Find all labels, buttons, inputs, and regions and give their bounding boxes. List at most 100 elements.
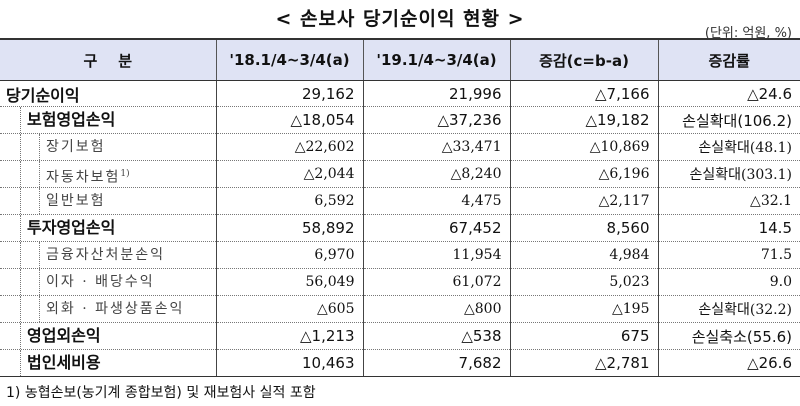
- indent-guide: 금융자산처분손익: [20, 242, 216, 269]
- value-a: △2,044: [215, 160, 363, 189]
- indent-guide: 이자 · 배당수익: [20, 269, 216, 296]
- footnote-marker: 1): [120, 169, 130, 180]
- row-label: 외화 · 파생상품손익: [46, 301, 185, 318]
- value-c: 5,023: [509, 268, 658, 297]
- value-c: 8,560: [509, 214, 658, 243]
- value-b: 21,996: [362, 80, 510, 108]
- table-title: < 손보사 당기순이익 현황 >: [275, 8, 525, 30]
- row-label-box: 장기보험: [39, 134, 216, 161]
- value-d: 71.5: [657, 241, 800, 270]
- value-a: 56,049: [215, 268, 363, 297]
- value-d: △24.6: [657, 80, 800, 108]
- row-label-cell: 당기순이익: [0, 80, 216, 108]
- row-label-box: 자동차보험1): [39, 161, 216, 188]
- row-label-box: 영업외손익: [20, 323, 216, 350]
- value-b: 11,954: [362, 241, 510, 270]
- header-change: 증감(c=b-a): [509, 38, 659, 81]
- value-b: △8,240: [362, 160, 510, 189]
- row-label-box: 법인세비용: [20, 350, 216, 377]
- value-b: 67,452: [362, 214, 510, 243]
- value-c: △2,117: [509, 187, 658, 216]
- footnote: 1) 농협손보(농기계 종합보험) 및 재보험사 실적 포함: [6, 385, 316, 401]
- row-label: 보험영업손익: [27, 110, 116, 130]
- value-d: 손실확대(32.2): [657, 295, 800, 324]
- value-b: 4,475: [362, 187, 510, 216]
- value-a: △22,602: [215, 133, 363, 162]
- value-d: 손실축소(55.6): [657, 322, 800, 351]
- row-label: 영업외손익: [27, 326, 101, 346]
- row-label-box: 일반보험: [39, 188, 216, 215]
- table-row: 이자 · 배당수익 56,049 61,072 5,023 9.0: [0, 268, 800, 297]
- value-c: △19,182: [509, 106, 658, 135]
- table-row: 당기순이익 29,162 21,996 △7,166 △24.6: [0, 80, 800, 108]
- row-label-cell: 외화 · 파생상품손익: [0, 295, 216, 324]
- value-b: △37,236: [362, 106, 510, 135]
- indent-guide: 자동차보험1): [20, 161, 216, 188]
- row-label: 법인세비용: [27, 353, 101, 373]
- row-label: 투자영업손익: [27, 218, 116, 238]
- table-row: 금융자산처분손익 6,970 11,954 4,984 71.5: [0, 241, 800, 270]
- row-label-cell: 금융자산처분손익: [0, 241, 216, 270]
- table-row: 투자영업손익 58,892 67,452 8,560 14.5: [0, 214, 800, 243]
- table-row: 법인세비용 10,463 7,682 △2,781 △26.6: [0, 349, 800, 378]
- header-change-rate: 증감률: [657, 38, 800, 81]
- row-label: 일반보험: [46, 193, 106, 210]
- value-c: 4,984: [509, 241, 658, 270]
- row-label: 금융자산처분손익: [46, 247, 166, 264]
- row-label-cell: 자동차보험1): [0, 160, 216, 189]
- value-d: △32.1: [657, 187, 800, 216]
- row-label-box: 외화 · 파생상품손익: [39, 296, 216, 323]
- value-c: 675: [509, 322, 658, 351]
- row-label-cell: 이자 · 배당수익: [0, 268, 216, 297]
- value-a: 10,463: [215, 349, 363, 378]
- table-row: 일반보험 6,592 4,475 △2,117 △32.1: [0, 187, 800, 216]
- value-a: 29,162: [215, 80, 363, 108]
- row-label: 자동차보험: [46, 169, 121, 186]
- row-label-box: 금융자산처분손익: [39, 242, 216, 269]
- row-label: 당기순이익: [6, 85, 80, 105]
- value-a: 58,892: [215, 214, 363, 243]
- row-label-cell: 영업외손익: [0, 322, 216, 351]
- header-category: 구 분: [0, 38, 217, 81]
- value-c: △6,196: [509, 160, 658, 189]
- value-d: 손실확대(303.1): [657, 160, 800, 189]
- value-a: 6,592: [215, 187, 363, 216]
- value-d: 14.5: [657, 214, 800, 243]
- value-d: △26.6: [657, 349, 800, 378]
- value-a: △18,054: [215, 106, 363, 135]
- unit-note: (단위: 억원, %): [704, 26, 792, 41]
- table-row: 자동차보험1) △2,044 △8,240 △6,196 손실확대(303.1): [0, 160, 800, 189]
- indent-guide: 외화 · 파생상품손익: [20, 296, 216, 323]
- value-c: △195: [509, 295, 658, 324]
- row-label-cell: 일반보험: [0, 187, 216, 216]
- row-label-cell: 장기보험: [0, 133, 216, 162]
- value-b: △538: [362, 322, 510, 351]
- indent-guide: 장기보험: [20, 134, 216, 161]
- row-label-box: 당기순이익: [0, 82, 216, 106]
- row-label-cell: 투자영업손익: [0, 214, 216, 243]
- value-a: △1,213: [215, 322, 363, 351]
- table-row: 보험영업손익 △18,054 △37,236 △19,182 손실확대(106.2): [0, 106, 800, 135]
- table-row: 장기보험 △22,602 △33,471 △10,869 손실확대(48.1): [0, 133, 800, 162]
- value-d: 9.0: [657, 268, 800, 297]
- value-b: 61,072: [362, 268, 510, 297]
- value-a: 6,970: [215, 241, 363, 270]
- value-d: 손실확대(48.1): [657, 133, 800, 162]
- header-row: 구 분 '18.1/4~3/4(a) '19.1/4~3/4(a) 증감(c=b…: [0, 38, 800, 81]
- table-row: 외화 · 파생상품손익 △605 △800 △195 손실확대(32.2): [0, 295, 800, 324]
- row-label-box: 이자 · 배당수익: [39, 269, 216, 296]
- value-b: △33,471: [362, 133, 510, 162]
- row-label-box: 투자영업손익: [20, 215, 216, 242]
- table-row: 영업외손익 △1,213 △538 675 손실축소(55.6): [0, 322, 800, 351]
- row-label-box: 보험영업손익: [20, 107, 216, 134]
- row-label-cell: 보험영업손익: [0, 106, 216, 135]
- value-a: △605: [215, 295, 363, 324]
- row-label-cell: 법인세비용: [0, 349, 216, 378]
- value-b: 7,682: [362, 349, 510, 378]
- indent-guide: 일반보험: [20, 188, 216, 215]
- value-c: △10,869: [509, 133, 658, 162]
- value-c: △7,166: [509, 80, 658, 108]
- row-label: 장기보험: [46, 139, 106, 156]
- profit-table: 구 분 '18.1/4~3/4(a) '19.1/4~3/4(a) 증감(c=b…: [0, 38, 800, 378]
- row-label: 이자 · 배당수익: [46, 274, 155, 291]
